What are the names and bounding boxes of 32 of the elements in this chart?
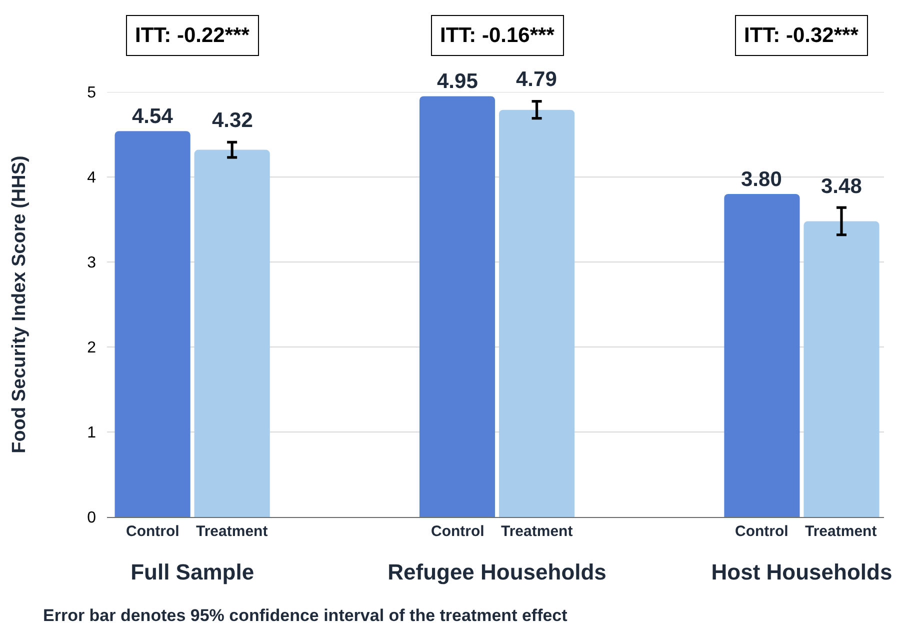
data-label: 3.80 xyxy=(741,168,782,191)
x-tick-label: Refugee Households xyxy=(388,560,606,584)
x-tick-label: Host Households xyxy=(711,560,892,584)
y-tick-label: 2 xyxy=(87,340,96,357)
y-tick-label: 4 xyxy=(87,170,96,187)
text: ITT: -0.22*** xyxy=(135,24,250,47)
bar xyxy=(724,194,800,517)
bar xyxy=(804,221,880,517)
text: ITT: -0.32*** xyxy=(744,24,860,47)
text: Treatment xyxy=(501,523,573,540)
series-label: Control xyxy=(126,523,180,540)
data-label: 4.32 xyxy=(212,109,253,132)
bar xyxy=(194,150,270,517)
data-label: 3.48 xyxy=(821,175,862,198)
data-label: 4.95 xyxy=(437,70,478,93)
text: Error bar denotes 95% confidence interval of the treatment effect xyxy=(43,606,568,623)
y-axis-title: Food Security Index Score (HHS) xyxy=(8,156,30,454)
y-tick-label: 5 xyxy=(87,84,96,102)
x-tick-label: Full Sample xyxy=(130,560,254,584)
y-tick-label: 0 xyxy=(87,510,96,527)
data-label: 4.79 xyxy=(516,68,557,91)
y-tick-label: 1 xyxy=(87,424,96,442)
bar xyxy=(499,110,575,517)
data-label: 4.54 xyxy=(132,105,174,128)
text: ITT: -0.16*** xyxy=(440,24,556,47)
text: Control xyxy=(431,523,484,540)
text: Control xyxy=(735,523,788,540)
bar xyxy=(114,131,190,517)
series-label: Treatment xyxy=(196,523,268,540)
bar xyxy=(419,96,496,517)
y-tick-label: 3 xyxy=(87,254,96,272)
text: Treatment xyxy=(805,523,877,540)
